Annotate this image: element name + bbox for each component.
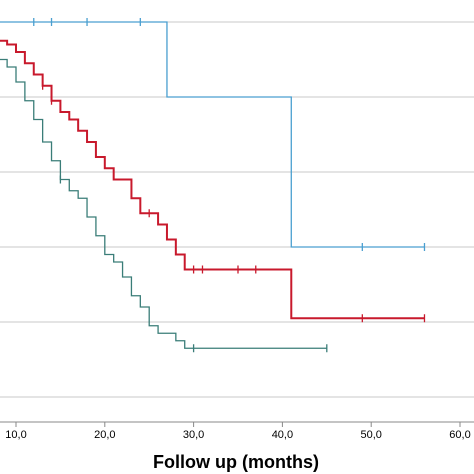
x-tick-label-3: 40,0 [272,429,293,441]
series-layer [0,18,426,353]
axis-layer: 10,0 20,0 30,0 40,0 50,0 60,0 [0,421,474,441]
series-1-line [0,39,425,320]
x-tick-label-4: 50,0 [360,429,381,441]
x-tick-label-5: 60,0 [449,429,470,441]
x-tick-label-0: 10,0 [5,429,26,441]
x-tick-label-2: 30,0 [183,429,204,441]
series-0-line [0,21,425,248]
x-axis-title: Follow up (months) [153,452,319,472]
x-tick-label-1: 20,0 [94,429,115,441]
grid-layer [0,21,474,398]
series-2-line [0,58,327,349]
